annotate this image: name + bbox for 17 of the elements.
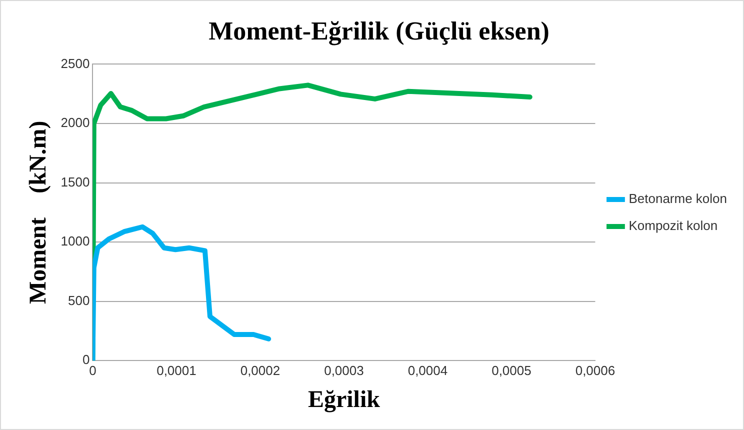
x-tick-label: 0,0001 <box>156 362 196 378</box>
y-tick-label: 2000 <box>60 115 90 130</box>
x-tick-label: 0,0004 <box>408 362 448 378</box>
x-tick-label: 0,0002 <box>240 362 280 378</box>
legend-label: Betonarme kolon <box>628 191 727 206</box>
x-tick-label: 0,0005 <box>492 362 532 378</box>
y-tick-label: 1000 <box>60 234 90 249</box>
chart-title: Moment-Eğrilik (Güçlü eksen) <box>208 16 550 46</box>
y-tick-label: 500 <box>68 292 90 308</box>
y-tick-label: 1500 <box>60 174 90 190</box>
y-tick-label: 0 <box>82 352 90 368</box>
y-tick-label: 2500 <box>60 56 90 71</box>
y-axis-title: Moment (kN.m) <box>26 120 52 304</box>
x-tick-label: 0,0006 <box>575 362 616 378</box>
x-axis-title: Eğrilik <box>308 386 381 413</box>
x-tick-label: 0,0003 <box>324 362 364 378</box>
legend-label: Kompozit kolon <box>628 218 718 234</box>
